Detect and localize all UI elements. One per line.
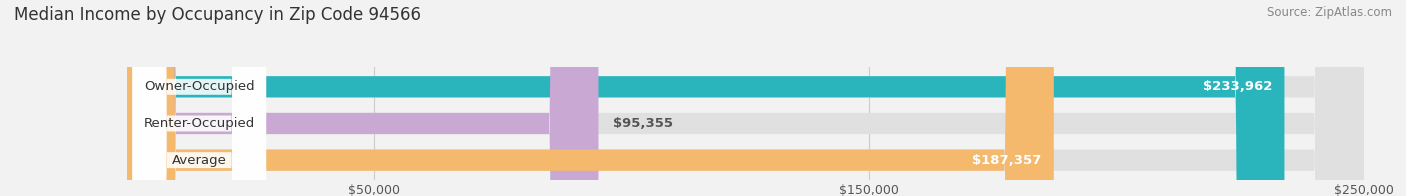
FancyBboxPatch shape	[127, 0, 1364, 196]
FancyBboxPatch shape	[127, 0, 1053, 196]
Text: Median Income by Occupancy in Zip Code 94566: Median Income by Occupancy in Zip Code 9…	[14, 6, 420, 24]
FancyBboxPatch shape	[132, 0, 266, 196]
FancyBboxPatch shape	[127, 0, 1364, 196]
Text: Source: ZipAtlas.com: Source: ZipAtlas.com	[1267, 6, 1392, 19]
Text: Owner-Occupied: Owner-Occupied	[143, 80, 254, 93]
FancyBboxPatch shape	[132, 0, 266, 196]
FancyBboxPatch shape	[132, 0, 266, 196]
FancyBboxPatch shape	[127, 0, 599, 196]
FancyBboxPatch shape	[127, 0, 1285, 196]
Text: $187,357: $187,357	[972, 154, 1042, 167]
Text: Renter-Occupied: Renter-Occupied	[143, 117, 254, 130]
Text: $95,355: $95,355	[613, 117, 673, 130]
Text: $233,962: $233,962	[1202, 80, 1272, 93]
Text: Average: Average	[172, 154, 226, 167]
FancyBboxPatch shape	[127, 0, 1364, 196]
